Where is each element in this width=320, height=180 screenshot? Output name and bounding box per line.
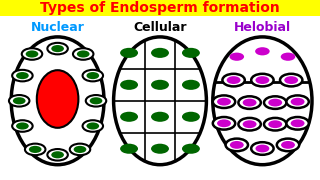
Circle shape [284,76,298,84]
Circle shape [74,146,86,153]
Circle shape [83,120,103,132]
Circle shape [243,99,257,107]
Text: Cellular: Cellular [133,21,187,34]
Text: Nuclear: Nuclear [31,21,84,34]
Circle shape [286,95,309,108]
Bar [0,0,320,16]
Circle shape [86,72,99,79]
Circle shape [255,47,270,55]
Circle shape [217,98,231,106]
Circle shape [281,53,295,61]
Circle shape [51,151,64,158]
Circle shape [151,112,169,122]
Circle shape [213,117,235,130]
Circle shape [29,146,42,153]
Circle shape [251,142,274,155]
Circle shape [251,74,274,86]
Ellipse shape [11,37,104,165]
Circle shape [182,80,200,90]
Circle shape [120,112,138,122]
Circle shape [12,70,33,81]
Circle shape [22,48,42,60]
Ellipse shape [114,37,206,165]
Circle shape [13,97,26,104]
Circle shape [25,144,45,155]
Circle shape [16,122,29,130]
Circle shape [120,80,138,90]
Circle shape [286,117,309,130]
Circle shape [182,144,200,154]
Circle shape [230,141,244,149]
Circle shape [151,48,169,58]
Circle shape [120,48,138,58]
Circle shape [9,95,29,107]
Circle shape [291,98,305,106]
Circle shape [226,139,248,151]
Circle shape [238,118,261,130]
Circle shape [12,120,33,132]
Circle shape [264,118,286,130]
Circle shape [281,141,295,149]
Circle shape [255,76,269,84]
Circle shape [51,45,64,52]
Circle shape [83,70,103,81]
Circle shape [268,120,282,128]
Circle shape [280,74,302,86]
Circle shape [47,43,68,54]
Circle shape [255,145,269,152]
Circle shape [16,72,29,79]
Circle shape [73,48,93,60]
Circle shape [227,76,241,84]
Circle shape [238,96,261,109]
Circle shape [70,144,90,155]
Circle shape [264,96,286,109]
Circle shape [90,97,102,104]
Circle shape [120,144,138,154]
Circle shape [151,80,169,90]
Ellipse shape [37,70,78,128]
Text: Types of Endosperm formation: Types of Endosperm formation [40,1,280,15]
Circle shape [222,74,245,86]
Ellipse shape [213,37,312,165]
Circle shape [47,149,68,161]
Circle shape [182,48,200,58]
Circle shape [277,139,299,151]
Circle shape [86,95,106,107]
Circle shape [213,95,235,108]
Circle shape [182,112,200,122]
Circle shape [86,122,99,130]
Circle shape [77,50,90,58]
Circle shape [217,119,231,127]
Circle shape [291,119,305,127]
Circle shape [26,50,38,58]
Circle shape [268,99,282,107]
Text: Helobial: Helobial [234,21,291,34]
Circle shape [243,120,257,128]
Circle shape [229,53,244,61]
Circle shape [151,144,169,154]
